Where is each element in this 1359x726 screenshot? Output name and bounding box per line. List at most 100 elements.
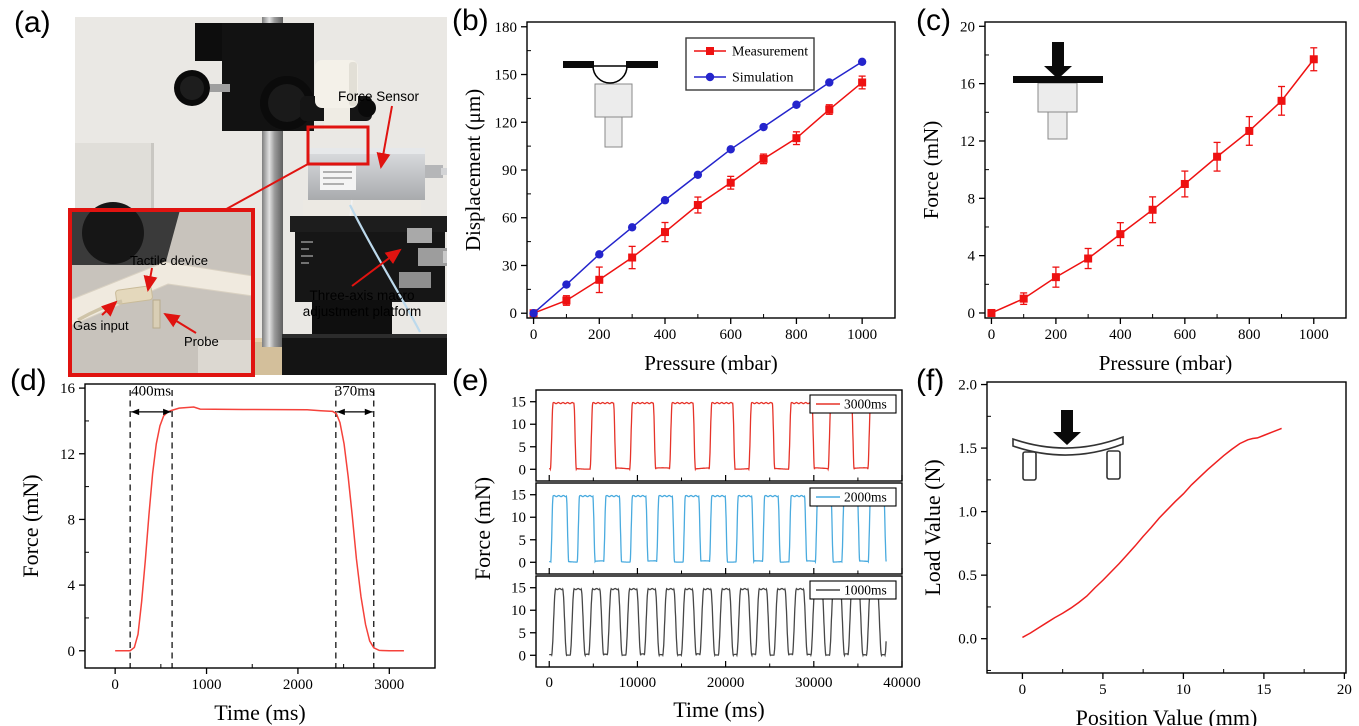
chart-c-force-vs-pressure: 0 200 400 600 800 1000 0 4 8 12 16 20 Pressure (mbar… <box>919 19 1347 375</box>
y-tick-label: 0 <box>968 306 976 322</box>
data-marker <box>987 308 996 317</box>
microscope-stand <box>174 17 376 347</box>
annotation-text: 370ms <box>335 383 375 399</box>
x-tick-label: 1000 <box>1299 327 1329 343</box>
panel-label-e: (e) <box>452 364 489 397</box>
series-measurement <box>529 75 867 318</box>
data-marker <box>792 134 801 143</box>
data-marker <box>1180 179 1189 188</box>
legend-box <box>809 487 897 507</box>
data-marker <box>706 47 714 55</box>
y-tick-label: 0 <box>510 306 518 322</box>
force-sensor-label: Force Sensor <box>338 89 420 104</box>
legend-label: 3000ms <box>844 397 887 412</box>
gas-input-arrow <box>100 300 118 317</box>
inset-gas-tube <box>77 299 123 322</box>
y-tick-label: 1.0 <box>958 505 977 521</box>
data-marker <box>792 100 801 109</box>
y-tick-label: 120 <box>495 115 518 131</box>
data-marker <box>1309 55 1318 64</box>
membrane-right <box>626 61 658 68</box>
x-tick-label: 1000 <box>847 327 877 343</box>
y-tick-label: 10 <box>511 603 526 619</box>
panel-d-chart: 400ms 370ms 0 1000 2000 3000 0 4 8 12 16 Time (ms) F… <box>0 360 450 726</box>
x-tick-label: 1000 <box>192 677 222 693</box>
x-tick-label: 0 <box>530 327 538 343</box>
x-tick-label: 2000 <box>283 677 313 693</box>
x-tick-label: 20000 <box>707 675 745 691</box>
y-tick-label: 12 <box>60 447 75 463</box>
series-force <box>987 47 1318 317</box>
x-tick-label: 200 <box>1045 327 1068 343</box>
axes <box>521 26 896 324</box>
panel-label-b: (b) <box>452 4 489 37</box>
tactile-device-arrow <box>143 267 158 292</box>
panel-a-photo: Force Sensor Tactile device Gas input Pr… <box>0 0 450 377</box>
series-load-curve <box>1022 427 1282 639</box>
x-tick-label: 3000 <box>374 677 404 693</box>
support-right <box>1106 450 1121 480</box>
x-tick-label: 400 <box>654 327 677 343</box>
arrow-head <box>336 408 345 416</box>
waveform-1000ms <box>549 587 887 658</box>
y-tick-label: 0 <box>68 644 76 660</box>
closeup-inset <box>68 202 255 377</box>
y-tick-label: 10 <box>511 510 526 526</box>
probe-body <box>594 83 633 118</box>
plot-box <box>535 482 903 575</box>
data-marker <box>1116 230 1125 239</box>
y-tick-label: 20 <box>960 19 975 35</box>
probe-arrow <box>163 312 197 334</box>
data-marker <box>825 78 834 87</box>
panel-b-chart: 0 200 400 600 800 1000 0 30 60 90 120 150 180 Measure… <box>450 0 910 375</box>
y-tick-label: 8 <box>968 191 976 207</box>
press-arrow-shaft <box>1061 410 1073 432</box>
y-tick-label: 0 <box>519 555 527 571</box>
y-tick-label: 15 <box>511 395 526 411</box>
data-marker <box>693 170 703 179</box>
y-axis-title: Force (mN) <box>18 474 43 577</box>
data-marker <box>595 275 604 284</box>
y-axis-title: Force (mN) <box>470 477 495 580</box>
legend-box <box>809 580 897 600</box>
x-axis-title: Time (ms) <box>673 697 764 722</box>
annotation <box>336 408 373 416</box>
plot-box <box>535 389 903 482</box>
y-tick-label: 5 <box>519 626 527 642</box>
data-marker <box>858 78 867 87</box>
y-tick-label: 2.0 <box>958 378 977 394</box>
panel-e-chart: 0 5 10 15 3000ms 0 5 10 15 2000ms 0 5 10 15 0 10000 2000… <box>450 360 921 726</box>
waveform-3000ms <box>549 401 887 472</box>
y-axis-title: Displacement (μm) <box>461 89 485 251</box>
data-marker <box>759 154 768 163</box>
y-tick-label: 16 <box>960 77 976 93</box>
series-simulation <box>529 57 867 318</box>
membrane-left <box>563 61 594 68</box>
chart-f-load-vs-position: 0 5 10 15 20 0.0 0.5 1.0 1.5 2.0 Position Value (m… <box>920 378 1352 726</box>
probe-holder <box>315 60 358 130</box>
annotation-text: 400ms <box>131 383 171 399</box>
y-tick-label: 90 <box>502 163 517 179</box>
series-line <box>533 61 863 314</box>
setup-photo: Force Sensor Tactile device Gas input Pr… <box>68 17 447 377</box>
y-tick-label: 12 <box>960 134 975 150</box>
x-tick-label: 10000 <box>619 675 657 691</box>
y-tick-label: 15 <box>511 488 526 504</box>
y-tick-label: 15 <box>511 581 526 597</box>
data-marker <box>1084 254 1093 263</box>
data-marker <box>1051 273 1060 282</box>
micrometer-knob <box>418 248 447 266</box>
force-sensor-arrow <box>376 105 393 169</box>
panel-c-chart: 0 200 400 600 800 1000 0 4 8 12 16 20 Pressure (mbar… <box>910 0 1359 375</box>
adjustment-platform <box>282 204 447 375</box>
probe-stem <box>1047 111 1068 140</box>
data-marker <box>726 145 735 154</box>
y-tick-label: 0 <box>519 462 527 478</box>
gas-input-label: Gas input <box>73 318 129 333</box>
x-axis-title: Pressure (mbar) <box>1099 351 1233 375</box>
chart-b-displacement-vs-pressure: 0 200 400 600 800 1000 0 30 60 90 120 150 180 Measure… <box>461 20 896 375</box>
legend: 3000ms <box>809 394 897 414</box>
y-tick-label: 5 <box>519 440 527 456</box>
x-tick-label: 200 <box>588 327 611 343</box>
probe-body <box>1037 82 1078 113</box>
